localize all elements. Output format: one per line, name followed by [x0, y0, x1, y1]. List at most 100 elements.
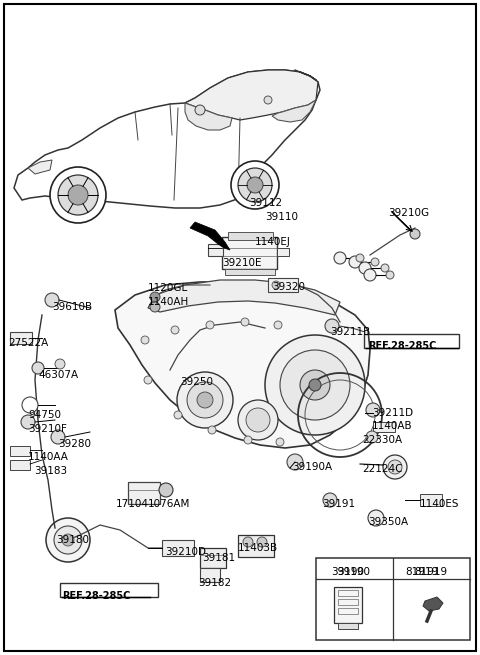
Circle shape [177, 372, 233, 428]
Circle shape [257, 537, 267, 547]
Text: 39210E: 39210E [222, 258, 262, 268]
Text: 22330A: 22330A [362, 435, 402, 445]
Bar [338, 590, 358, 596]
Polygon shape [14, 70, 320, 208]
Text: 39191: 39191 [322, 499, 355, 509]
Bar [225, 269, 275, 275]
Text: 39280: 39280 [58, 439, 91, 449]
Circle shape [309, 379, 321, 391]
Circle shape [32, 362, 44, 374]
Text: 1140AB: 1140AB [372, 421, 413, 431]
Text: 39211B: 39211B [330, 327, 370, 337]
Circle shape [50, 167, 106, 223]
Circle shape [159, 483, 173, 497]
Circle shape [150, 292, 160, 302]
Text: 39110: 39110 [265, 212, 298, 222]
Polygon shape [423, 597, 443, 611]
Bar [338, 623, 358, 629]
Circle shape [68, 185, 88, 205]
Text: 39350A: 39350A [368, 517, 408, 527]
Circle shape [244, 436, 252, 444]
Text: REF.28-285C: REF.28-285C [368, 341, 436, 351]
Bar [208, 244, 223, 256]
Circle shape [300, 370, 330, 400]
Bar [228, 232, 273, 240]
Circle shape [356, 254, 364, 262]
Circle shape [364, 269, 376, 281]
Polygon shape [272, 100, 316, 122]
Circle shape [264, 96, 272, 104]
Text: 46307A: 46307A [38, 370, 78, 380]
Text: 1140AH: 1140AH [148, 297, 189, 307]
Circle shape [195, 105, 205, 115]
Circle shape [334, 252, 346, 264]
Text: 39210F: 39210F [28, 424, 67, 434]
Polygon shape [148, 280, 340, 315]
Text: 1140ES: 1140ES [420, 499, 459, 509]
Text: 39190A: 39190A [292, 462, 332, 472]
Circle shape [22, 397, 38, 413]
Circle shape [366, 431, 378, 443]
Circle shape [323, 493, 337, 507]
Circle shape [349, 256, 361, 268]
Text: 1140AA: 1140AA [28, 452, 69, 462]
Bar [334, 587, 362, 623]
Text: 39182: 39182 [198, 578, 231, 588]
Bar [364, 334, 459, 348]
Circle shape [62, 534, 74, 546]
Polygon shape [185, 70, 318, 120]
Text: 39610B: 39610B [52, 302, 92, 312]
Circle shape [206, 321, 214, 329]
Circle shape [141, 336, 149, 344]
Circle shape [276, 438, 284, 446]
Bar [238, 535, 274, 557]
Circle shape [174, 411, 182, 419]
Text: 39190: 39190 [337, 567, 371, 577]
Bar [373, 422, 395, 432]
Circle shape [238, 168, 272, 202]
Circle shape [208, 426, 216, 434]
Circle shape [280, 350, 350, 420]
Circle shape [272, 281, 280, 289]
Circle shape [388, 460, 402, 474]
Text: 1120GL: 1120GL [148, 283, 188, 293]
Bar [128, 482, 160, 504]
Bar [200, 568, 220, 582]
Bar [200, 548, 226, 568]
Text: 94750: 94750 [28, 410, 61, 420]
Text: 11403B: 11403B [238, 543, 278, 553]
Polygon shape [115, 282, 370, 448]
Text: 39250: 39250 [180, 377, 213, 387]
Circle shape [187, 382, 223, 418]
Bar [10, 446, 30, 456]
Bar [316, 558, 470, 640]
Circle shape [246, 408, 270, 432]
Bar [268, 278, 298, 292]
Bar [10, 460, 30, 470]
Bar [338, 608, 358, 614]
Circle shape [150, 302, 160, 312]
Circle shape [144, 376, 152, 384]
Text: 39320: 39320 [272, 282, 305, 292]
Text: 39183: 39183 [34, 466, 67, 476]
Circle shape [381, 264, 389, 272]
Circle shape [410, 229, 420, 239]
Circle shape [287, 454, 303, 470]
Polygon shape [190, 222, 230, 250]
Bar [222, 237, 277, 269]
Circle shape [359, 262, 371, 274]
Circle shape [274, 321, 282, 329]
Circle shape [21, 415, 35, 429]
Circle shape [325, 319, 339, 333]
Circle shape [386, 271, 394, 279]
Text: 81919: 81919 [414, 567, 447, 577]
Polygon shape [185, 103, 232, 130]
Text: 1076AM: 1076AM [148, 499, 191, 509]
Circle shape [241, 318, 249, 326]
Circle shape [371, 258, 379, 266]
Circle shape [45, 293, 59, 307]
Circle shape [238, 400, 278, 440]
Circle shape [368, 510, 384, 526]
Text: 39210D: 39210D [165, 547, 206, 557]
Circle shape [197, 392, 213, 408]
